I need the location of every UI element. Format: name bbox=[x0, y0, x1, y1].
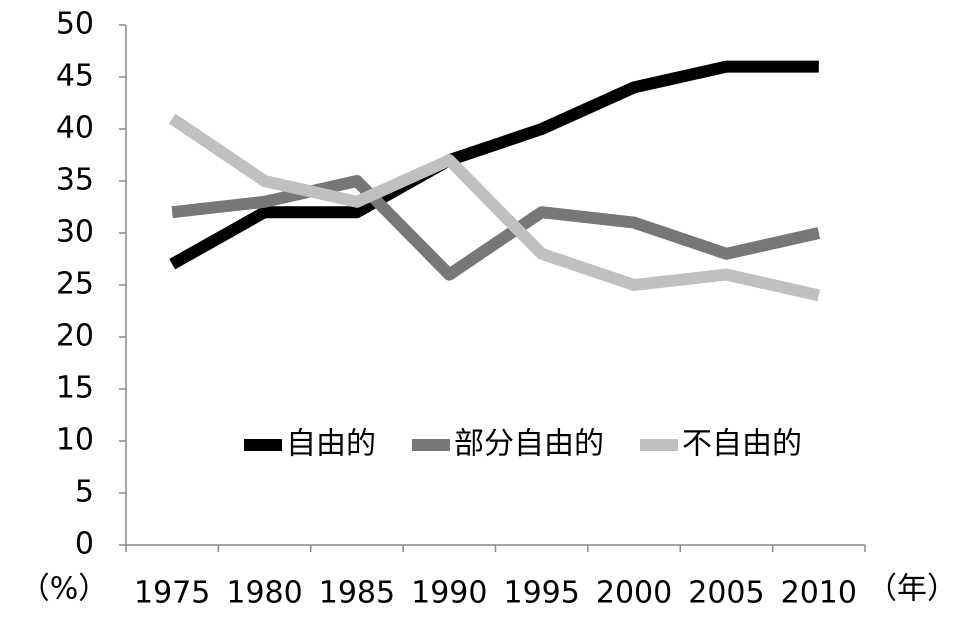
y-tick-label: 0 bbox=[75, 527, 94, 562]
y-axis-label: （%） bbox=[20, 572, 109, 607]
y-tick-label: 15 bbox=[56, 371, 94, 406]
legend-label: 部分自由的 bbox=[454, 427, 604, 462]
x-tick-label: 1980 bbox=[226, 576, 302, 611]
x-tick-label: 2010 bbox=[781, 576, 857, 611]
y-tick-label: 30 bbox=[56, 215, 94, 250]
x-tick-label: 1995 bbox=[504, 576, 580, 611]
x-tick-label: 1990 bbox=[411, 576, 487, 611]
line-series bbox=[169, 60, 819, 270]
y-tick-label: 50 bbox=[56, 7, 94, 42]
line-series bbox=[168, 113, 821, 302]
y-tick-label: 10 bbox=[56, 423, 94, 458]
x-tick-label: 2000 bbox=[596, 576, 672, 611]
legend-label: 自由的 bbox=[286, 427, 376, 462]
x-tick-label: 1975 bbox=[134, 576, 210, 611]
line-series bbox=[171, 175, 821, 281]
y-tick-label: 40 bbox=[56, 111, 94, 146]
y-tick-label: 25 bbox=[56, 267, 94, 302]
y-tick-label: 35 bbox=[56, 163, 94, 198]
x-tick-label: 2005 bbox=[688, 576, 764, 611]
y-tick-label: 20 bbox=[56, 319, 94, 354]
x-axis-label: （年） bbox=[867, 572, 957, 607]
y-tick-label: 5 bbox=[75, 475, 94, 510]
y-tick-label: 45 bbox=[56, 59, 94, 94]
legend-label: 不自由的 bbox=[682, 427, 802, 462]
x-tick-label: 1985 bbox=[319, 576, 395, 611]
